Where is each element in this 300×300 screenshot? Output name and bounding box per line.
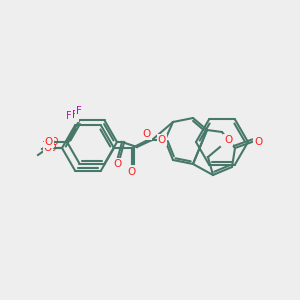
Text: O: O — [158, 135, 166, 145]
Text: O: O — [114, 159, 122, 169]
Text: F: F — [72, 110, 78, 121]
Text: F: F — [66, 112, 72, 122]
Text: O: O — [254, 137, 262, 147]
Text: methoxy: methoxy — [43, 147, 49, 148]
Text: O: O — [128, 167, 136, 177]
Text: O: O — [50, 137, 58, 147]
Text: O: O — [44, 143, 52, 153]
Text: O: O — [224, 135, 232, 145]
Text: O: O — [45, 137, 53, 147]
Text: O: O — [48, 143, 56, 153]
Text: O: O — [143, 129, 151, 139]
Text: F: F — [76, 106, 81, 116]
